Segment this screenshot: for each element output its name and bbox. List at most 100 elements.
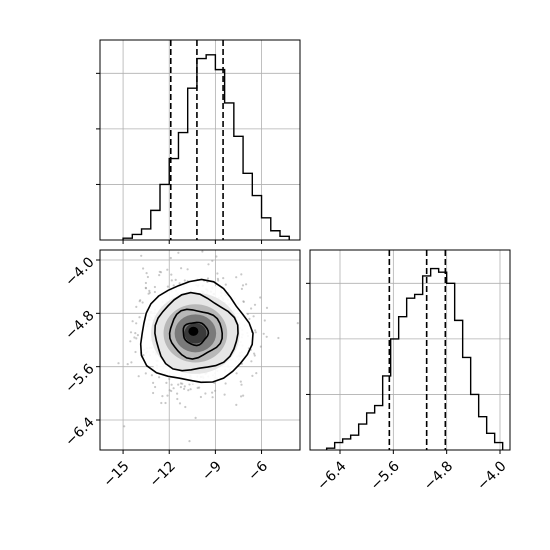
scatter-point xyxy=(146,275,149,279)
contour-middle xyxy=(154,291,239,372)
histogram-bar xyxy=(151,210,160,240)
histogram-bar xyxy=(455,320,463,450)
scatter-point xyxy=(254,331,257,334)
scatter-point xyxy=(211,259,214,262)
histogram-bar xyxy=(391,339,399,450)
scatter-point xyxy=(174,278,177,281)
histogram-bar xyxy=(178,133,187,240)
scatter-point xyxy=(141,301,144,304)
scatter-point xyxy=(253,303,257,306)
scatter-point xyxy=(138,316,141,319)
scatter-point xyxy=(166,394,169,397)
scatter-point xyxy=(145,272,148,275)
scatter-point xyxy=(144,287,148,290)
scatter-point xyxy=(188,440,191,443)
histogram-bar xyxy=(280,236,289,240)
scatter-point xyxy=(170,383,173,386)
scatter-point xyxy=(170,273,173,276)
scatter-point xyxy=(126,363,129,366)
scatter-point xyxy=(265,335,268,338)
scatter-point xyxy=(142,267,145,270)
scatter-point xyxy=(169,256,172,260)
scatter-point xyxy=(154,385,157,389)
histogram-bar xyxy=(206,55,215,240)
scatter-point xyxy=(252,315,255,318)
histogram-bar xyxy=(495,443,503,450)
scatter-point xyxy=(255,372,258,375)
histogram-bar xyxy=(262,218,271,240)
histogram-bar xyxy=(351,435,359,450)
scatter-point xyxy=(201,250,204,253)
scatter-point xyxy=(117,362,120,365)
histogram-bar xyxy=(447,283,455,450)
scatter-point xyxy=(130,361,133,364)
scatter-point xyxy=(153,290,156,294)
axes-frame xyxy=(99,249,301,451)
scatter-point xyxy=(251,374,254,377)
histogram-bar xyxy=(375,406,383,450)
density-peak xyxy=(188,326,199,336)
histogram-bar xyxy=(463,357,471,450)
scatter-point xyxy=(214,389,217,392)
histogram-step-line xyxy=(122,54,290,240)
scatter-point xyxy=(178,402,182,405)
scatter-point xyxy=(181,382,184,385)
x-tick-label: −4.8 xyxy=(421,458,456,493)
scatter-point xyxy=(179,386,182,389)
scatter-point xyxy=(150,374,153,377)
scatter-point xyxy=(178,282,181,285)
scatter-point xyxy=(240,273,243,276)
histogram-bar xyxy=(132,234,141,240)
scatter-point xyxy=(223,393,226,396)
scatter-point xyxy=(254,329,257,332)
histogram-bar xyxy=(343,439,351,450)
scatter-point xyxy=(158,376,161,379)
scatter-point xyxy=(242,394,245,397)
scatter-point xyxy=(165,381,168,384)
y-tick-label: −6.4 xyxy=(62,414,97,449)
scatter-point xyxy=(158,274,161,277)
scatter-point xyxy=(135,305,138,308)
scatter-point xyxy=(246,312,249,316)
scatter-point xyxy=(142,354,145,357)
scatter-point xyxy=(137,375,140,378)
scatter-point xyxy=(206,277,210,280)
scatter-point xyxy=(152,381,155,384)
scatter-point xyxy=(160,401,163,405)
scatter-point xyxy=(215,255,218,258)
y-tick-label: −4.8 xyxy=(62,308,97,343)
histogram-bar xyxy=(225,103,234,240)
y-tick-label: −5.6 xyxy=(62,361,97,396)
x-tick-label: −12 xyxy=(147,458,179,490)
density-2d-panel: −15 −12 −9 −6 −4.0 −4.8 −5.6 −6.4 xyxy=(62,249,301,491)
scatter-point xyxy=(153,285,156,289)
scatter-point xyxy=(140,254,143,257)
scatter-point xyxy=(138,300,141,303)
scatter-point xyxy=(253,354,256,357)
scatter-point xyxy=(207,263,210,266)
scatter-point xyxy=(250,360,253,363)
scatter-point xyxy=(235,403,238,406)
scatter-point xyxy=(241,284,245,287)
scatter-point xyxy=(204,392,207,395)
scatter-point xyxy=(168,377,171,381)
scatter-point xyxy=(184,405,187,409)
scatter-point xyxy=(135,322,138,325)
scatter-point xyxy=(183,387,186,390)
scatter-point xyxy=(199,395,202,399)
x-tick-label: −15 xyxy=(100,458,132,490)
scatter-point xyxy=(170,279,173,282)
scatter-point xyxy=(176,392,179,395)
scatter-point xyxy=(262,332,265,335)
histogram-bar xyxy=(188,88,197,240)
histogram-step-line xyxy=(325,267,504,450)
contour-inner xyxy=(168,308,224,360)
x-tick-label: −4.0 xyxy=(474,458,509,493)
scatter-point xyxy=(129,331,133,334)
scatter-point xyxy=(183,385,186,388)
histogram-bar xyxy=(243,173,252,240)
histogram-y-panel: −6.4 −5.6 −4.8 −4.0 xyxy=(306,249,511,494)
scatter-point xyxy=(242,300,245,303)
scatter-point xyxy=(131,320,134,323)
